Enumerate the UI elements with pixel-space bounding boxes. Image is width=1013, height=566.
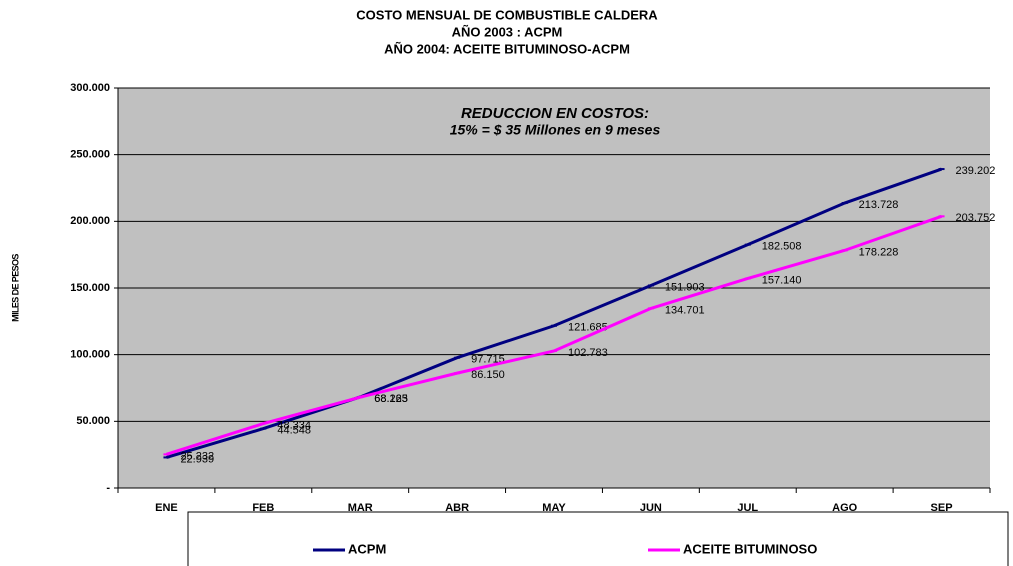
data-label: 182.508 (762, 241, 802, 253)
annotation: REDUCCION EN COSTOS: (461, 105, 649, 122)
x-tick-label: SEP (931, 502, 953, 514)
title-line: AÑO 2003 : ACPM (452, 24, 563, 39)
x-tick-label: AGO (832, 502, 858, 514)
title-line: COSTO MENSUAL DE COMBUSTIBLE CALDERA (356, 7, 658, 22)
data-label: 25.232 (180, 450, 214, 462)
data-label: 157.140 (762, 274, 802, 286)
data-label: 44.548 (277, 425, 311, 437)
title-line: AÑO 2004: ACEITE BITUMINOSO-ACPM (384, 41, 630, 56)
y-tick-label: 300.000 (70, 82, 110, 94)
y-tick-label: 100.000 (70, 349, 110, 361)
data-label: 86.150 (471, 369, 505, 381)
data-label: 68.123 (374, 393, 408, 405)
x-tick-label: ENE (155, 502, 178, 514)
x-tick-label: JUN (640, 502, 662, 514)
data-label: 121.685 (568, 322, 608, 334)
y-tick-label: 150.000 (70, 282, 110, 294)
legend-label: ACEITE BITUMINOSO (683, 541, 817, 556)
data-label: 239.202 (956, 165, 996, 177)
data-label: 134.701 (665, 304, 705, 316)
x-tick-label: MAR (348, 502, 373, 514)
x-tick-label: FEB (252, 502, 274, 514)
annotation: 15% = $ 35 Millones en 9 meses (450, 122, 661, 138)
y-tick-label: - (106, 482, 110, 494)
data-label: 68.265 (374, 393, 408, 405)
data-label: 102.783 (568, 347, 608, 359)
y-tick-label: 50.000 (76, 415, 110, 427)
data-label: 22.939 (180, 453, 214, 465)
data-label: 178.228 (859, 246, 899, 258)
y-tick-label: 250.000 (70, 149, 110, 161)
data-label: 151.903 (665, 281, 705, 293)
legend-box (187, 511, 1009, 566)
legend-label: ACPM (348, 541, 386, 556)
x-tick-label: JUL (737, 502, 758, 514)
x-tick-label: MAY (542, 502, 566, 514)
data-label: 48.334 (277, 419, 311, 431)
data-label: 203.752 (956, 212, 996, 224)
y-axis-label: MILES DE PESOS (10, 254, 20, 322)
x-tick-label: ABR (445, 502, 469, 514)
y-tick-label: 200.000 (70, 215, 110, 227)
data-label: 213.728 (859, 199, 899, 211)
